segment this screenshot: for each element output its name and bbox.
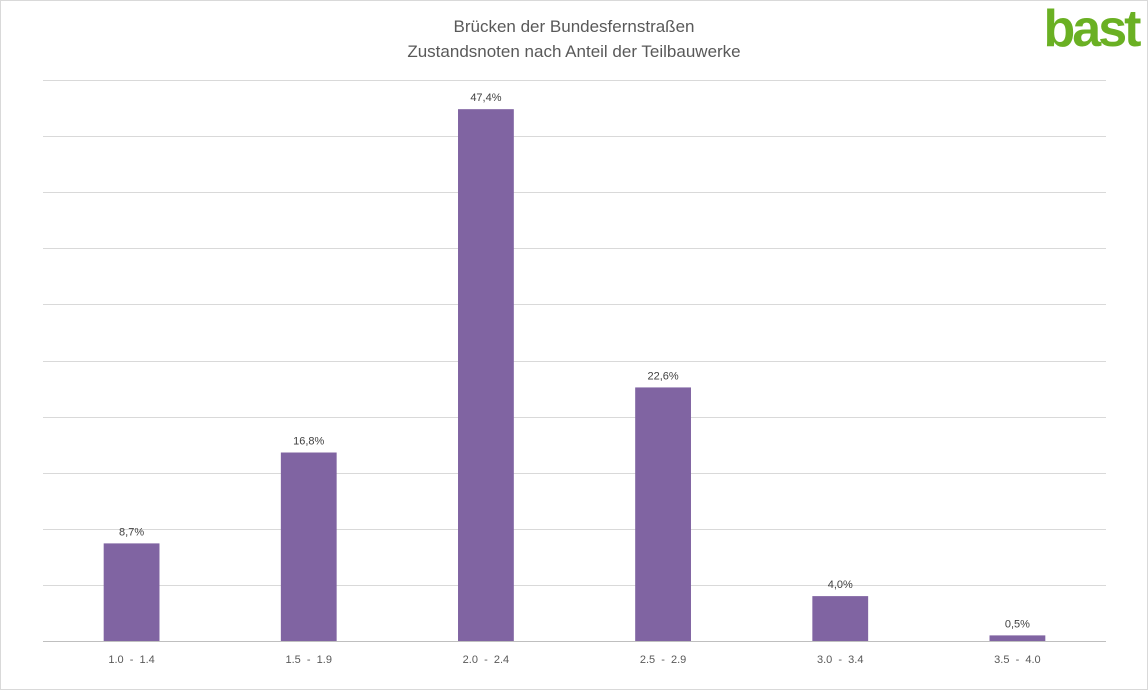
chart-subtitle: Zustandsnoten nach Anteil der Teilbauwer… bbox=[407, 42, 741, 61]
bast-logo-text: bast bbox=[1044, 2, 1142, 52]
data-label: 8,7% bbox=[119, 526, 144, 538]
gridlines bbox=[43, 80, 1106, 642]
bar bbox=[280, 452, 337, 641]
bar bbox=[989, 635, 1046, 641]
x-tick-label: 2.5 - 2.9 bbox=[640, 654, 686, 666]
data-label: 22,6% bbox=[647, 370, 678, 382]
data-label: 47,4% bbox=[470, 92, 501, 104]
x-tick-label: 2.0 - 2.4 bbox=[463, 654, 509, 666]
bar bbox=[635, 387, 691, 641]
bar bbox=[103, 543, 160, 641]
x-tick-label: 3.5 - 4.0 bbox=[994, 654, 1040, 666]
x-tick-labels: 1.0 - 1.4 1.5 - 1.9 2.0 - 2.4 2.5 - 2.9 3.0 … bbox=[108, 654, 1040, 666]
data-labels: 8,7% 16,8% 47,4% 22,6% 4,0% 0,5% bbox=[119, 92, 1030, 630]
data-label: 16,8% bbox=[293, 436, 324, 448]
bast-logo: bast bbox=[1044, 2, 1145, 52]
bars bbox=[103, 109, 1046, 641]
data-label: 0,5% bbox=[1005, 618, 1030, 630]
chart-title-block: Brücken der Bundesfernstraßen Zustandsno… bbox=[0, 14, 1148, 64]
x-tick-label: 3.0 - 3.4 bbox=[817, 654, 863, 666]
x-tick-label: 1.0 - 1.4 bbox=[108, 654, 154, 666]
bar bbox=[812, 596, 869, 641]
x-tick-label: 1.5 - 1.9 bbox=[286, 654, 332, 666]
chart-title: Brücken der Bundesfernstraßen bbox=[453, 17, 695, 36]
bar bbox=[458, 109, 514, 641]
data-label: 4,0% bbox=[828, 579, 853, 591]
